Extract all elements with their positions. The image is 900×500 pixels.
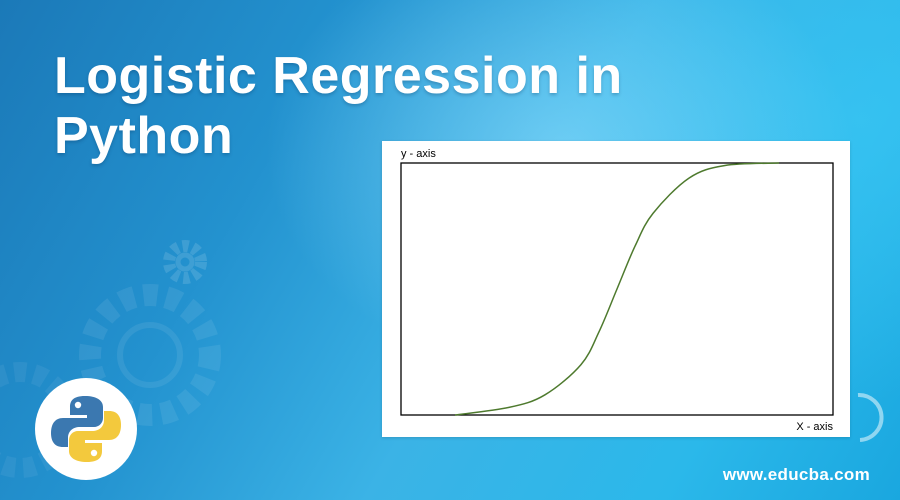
chart: y - axis X - axis bbox=[400, 148, 834, 433]
x-axis-label: X - axis bbox=[796, 421, 833, 433]
gear-icon bbox=[79, 284, 221, 426]
chart-card: y - axis X - axis bbox=[382, 141, 850, 437]
decorative-arc bbox=[857, 392, 884, 442]
page-title: Logistic Regression in Python bbox=[54, 47, 623, 165]
gear-icon bbox=[163, 240, 207, 284]
series-line-0 bbox=[454, 162, 780, 416]
python-logo-icon bbox=[35, 378, 137, 480]
website-url[interactable]: www.educba.com bbox=[722, 465, 870, 484]
plot-area-frame bbox=[400, 162, 834, 416]
y-axis-label: y - axis bbox=[401, 148, 436, 160]
